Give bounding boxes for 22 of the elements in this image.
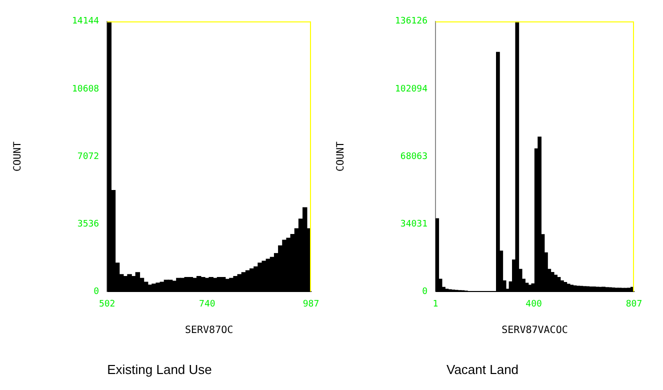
y-tick-label: 34031 [400, 219, 428, 230]
y-tick-label: 0 [422, 286, 428, 297]
text: Existing Land Use [107, 362, 212, 377]
x-tick-label: 400 [526, 299, 542, 310]
x-tick-label: 740 [199, 299, 216, 310]
x-axis-title: SERV87VACOC [502, 324, 568, 336]
text: Vacant Land [446, 362, 519, 377]
x-tick-label: 1 [432, 299, 438, 310]
y-tick-label: 102094 [394, 84, 428, 94]
y-tick-label: 68063 [400, 152, 428, 162]
y-tick-label: 0 [94, 286, 100, 297]
x-tick-label: 502 [98, 299, 116, 310]
y-tick-label: 7072 [77, 152, 100, 162]
y-tick-label: 14144 [72, 16, 100, 27]
y-tick-label: 3536 [77, 219, 100, 230]
x-tick-label: 807 [626, 299, 642, 310]
y-axis-title: COUNT [12, 141, 24, 172]
x-axis-title: SERV87OC [184, 324, 234, 336]
y-tick-label: 10608 [72, 84, 100, 94]
x-tick-label: 987 [302, 299, 320, 310]
y-axis-title: COUNT [336, 141, 347, 172]
y-tick-label: 136126 [394, 16, 428, 27]
